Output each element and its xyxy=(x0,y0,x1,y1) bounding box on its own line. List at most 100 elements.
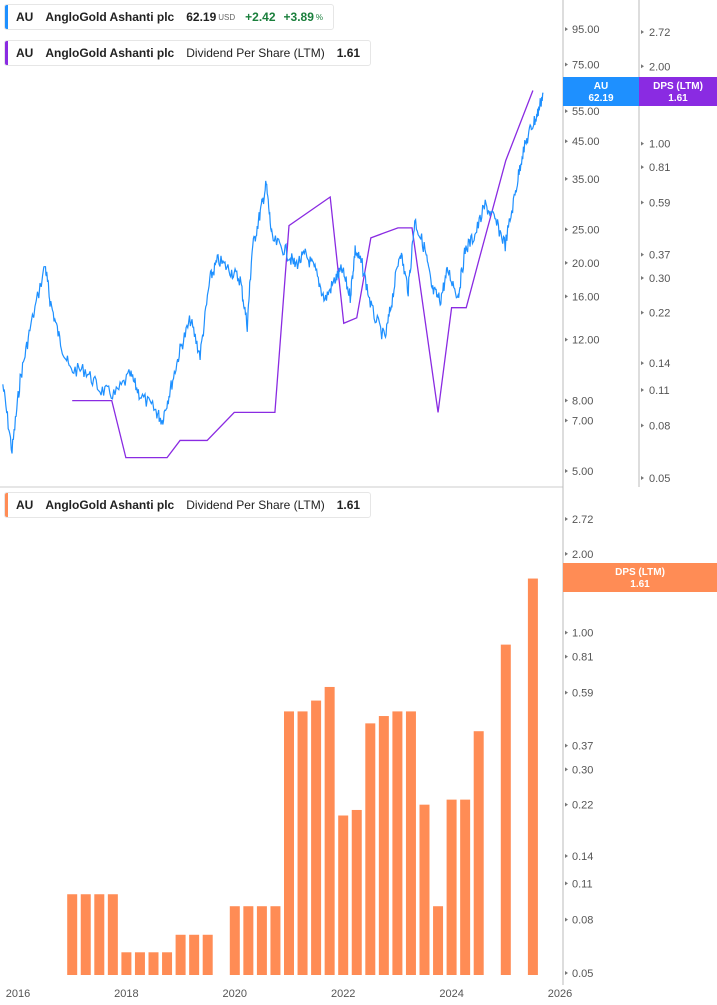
x-axis-tick: 2020 xyxy=(223,988,247,1000)
tick-mark xyxy=(641,29,644,34)
dps-bar xyxy=(256,906,267,975)
dps-axis-tick: 1.00 xyxy=(649,139,670,151)
dps-bar xyxy=(365,723,376,975)
dps-bar xyxy=(311,700,322,975)
tick-mark xyxy=(565,917,568,922)
dps-bar xyxy=(229,906,240,975)
pct-sign: % xyxy=(315,12,324,22)
tick-mark xyxy=(565,767,568,772)
dps-bar xyxy=(189,934,200,975)
dps-bar xyxy=(392,711,403,975)
price-value: 62.19 xyxy=(186,10,217,24)
dps-axis-tick: 0.22 xyxy=(649,308,670,320)
bottom-dps-axis-tick: 0.81 xyxy=(572,652,593,664)
tick-mark xyxy=(565,139,568,144)
currency: USD xyxy=(218,12,236,22)
dps-bar xyxy=(121,952,132,975)
tick-mark xyxy=(565,971,568,975)
dps-axis-tick: 0.14 xyxy=(649,358,670,370)
tick-mark xyxy=(641,252,644,257)
tick-mark xyxy=(641,276,644,281)
tick-mark xyxy=(565,398,568,403)
tick-mark xyxy=(565,260,568,265)
tick-mark xyxy=(565,469,568,473)
dps-line xyxy=(72,90,534,459)
dps-bar xyxy=(446,799,457,975)
dps-legend[interactable]: AU AngloGold Ashanti plc Dividend Per Sh… xyxy=(4,40,372,66)
dps-bar xyxy=(500,644,511,975)
company-name: AngloGold Ashanti plc xyxy=(45,498,175,512)
dps-axis-tick: 0.81 xyxy=(649,162,670,174)
tick-mark xyxy=(641,423,644,428)
tick-mark xyxy=(565,337,568,342)
bottom-dps-axis-tick: 0.08 xyxy=(572,915,593,927)
dps-bar xyxy=(338,815,349,975)
price-axis-tick: 35.00 xyxy=(572,174,600,186)
price-legend[interactable]: AU AngloGold Ashanti plc 62.19 USD +2.42… xyxy=(4,4,335,30)
dps-bar xyxy=(67,894,78,975)
price-change: +2.42 xyxy=(245,10,276,24)
dps-bar xyxy=(405,711,416,975)
price-axis-tick: 55.00 xyxy=(572,106,600,118)
x-axis-tick: 2024 xyxy=(439,988,463,1000)
bottom-dps-axis-tick: 0.22 xyxy=(572,800,593,812)
price-axis-tick: 25.00 xyxy=(572,224,600,236)
dps-axis-tick: 0.05 xyxy=(649,473,670,485)
bottom-dps-tag-label: DPS (LTM) xyxy=(615,567,665,578)
metric-name: Dividend Per Share (LTM) xyxy=(186,498,325,512)
dps-tag-value: 1.61 xyxy=(668,93,688,104)
x-axis-tick: 2016 xyxy=(6,988,30,1000)
dps-series-swatch xyxy=(5,41,8,65)
bottom-dps-tag-value: 1.61 xyxy=(630,579,650,590)
tick-mark xyxy=(641,200,644,205)
price-tag-label: AU xyxy=(594,81,608,92)
dps-bar xyxy=(473,731,484,975)
tick-mark xyxy=(641,310,644,315)
dps-bar xyxy=(134,952,145,975)
dps-bar xyxy=(162,952,173,975)
tick-mark xyxy=(641,476,644,480)
price-axis-tick: 75.00 xyxy=(572,60,600,72)
bottom-dps-axis-tick: 2.72 xyxy=(572,514,593,526)
dps-bar xyxy=(351,809,362,975)
dps-tag: DPS (LTM) 1.61 xyxy=(639,77,717,106)
dps-bar xyxy=(175,934,186,975)
tick-mark xyxy=(641,141,644,146)
dps-bar xyxy=(243,906,254,975)
tick-mark xyxy=(565,27,568,32)
dps-bar xyxy=(324,686,335,975)
dps-bar xyxy=(202,934,213,975)
tick-mark xyxy=(565,294,568,299)
tick-mark xyxy=(565,654,568,659)
price-axis-tick: 5.00 xyxy=(572,466,593,478)
bottom-dps-axis-tick: 0.59 xyxy=(572,688,593,700)
tick-mark xyxy=(565,690,568,695)
bottom-dps-legend[interactable]: AU AngloGold Ashanti plc Dividend Per Sh… xyxy=(4,492,372,518)
company-name: AngloGold Ashanti plc xyxy=(45,46,175,60)
tick-mark xyxy=(565,743,568,748)
x-axis-tick: 2022 xyxy=(331,988,355,1000)
ticker: AU xyxy=(16,10,34,24)
tick-mark xyxy=(565,630,568,635)
dps-bar xyxy=(297,711,308,975)
dps-axis-tick: 0.37 xyxy=(649,250,670,262)
tick-mark xyxy=(565,176,568,181)
price-line xyxy=(2,92,544,454)
ticker: AU xyxy=(16,46,34,60)
ticker: AU xyxy=(16,498,34,512)
dps-bar xyxy=(94,894,105,975)
dps-axis-tick: 2.72 xyxy=(649,27,670,39)
metric-value: 1.61 xyxy=(336,498,361,512)
dps-bar xyxy=(270,906,281,975)
tick-mark xyxy=(565,418,568,423)
dps-axis-tick: 0.30 xyxy=(649,273,670,285)
tick-mark xyxy=(641,387,644,392)
x-axis-tick: 2026 xyxy=(548,988,572,1000)
dps-tag-label: DPS (LTM) xyxy=(653,81,703,92)
x-axis-tick: 2018 xyxy=(114,988,138,1000)
dps-axis-tick: 2.00 xyxy=(649,61,670,73)
tick-mark xyxy=(641,361,644,366)
bottom-dps-axis-tick: 0.14 xyxy=(572,851,593,863)
